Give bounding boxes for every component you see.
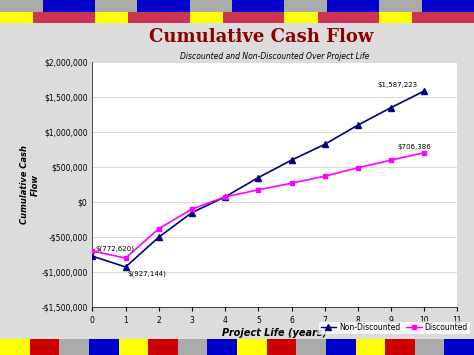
Text: $1,587,223: $1,587,223 (378, 82, 418, 88)
Bar (59, 339, 89, 355)
Title: Discounted and Non-Discounted Over Project Life: Discounted and Non-Discounted Over Proje… (180, 52, 370, 61)
Bar (266, 339, 296, 355)
Bar (379, 11, 412, 23)
Bar (95, 0, 137, 11)
Text: $(927,144): $(927,144) (127, 271, 166, 277)
Y-axis label: Cumulative Cash
Flow: Cumulative Cash Flow (20, 145, 40, 224)
Bar (327, 0, 379, 11)
Text: Cumulative Cash Flow: Cumulative Cash Flow (148, 28, 373, 46)
Bar (385, 339, 415, 355)
Bar (284, 11, 318, 23)
Bar (379, 0, 422, 11)
Bar (412, 11, 474, 23)
Bar (422, 0, 474, 11)
Bar (223, 11, 284, 23)
Bar (148, 339, 178, 355)
Bar (296, 339, 326, 355)
Bar (29, 339, 59, 355)
Bar (89, 339, 118, 355)
Bar (0, 339, 29, 355)
Text: $706,386: $706,386 (398, 144, 431, 149)
Bar (118, 339, 148, 355)
Bar (356, 339, 385, 355)
Bar (0, 0, 43, 11)
Bar (237, 339, 266, 355)
Bar (128, 11, 190, 23)
Bar (178, 339, 207, 355)
Bar (0, 11, 33, 23)
Legend: Non-Discounted, Discounted: Non-Discounted, Discounted (319, 321, 470, 334)
Bar (232, 0, 284, 11)
Bar (284, 0, 327, 11)
Bar (415, 339, 444, 355)
Bar (33, 11, 95, 23)
Bar (43, 0, 95, 11)
Bar (444, 339, 474, 355)
X-axis label: Project Life (years): Project Life (years) (222, 328, 328, 338)
Bar (318, 11, 379, 23)
Bar (326, 339, 356, 355)
Text: $(772,620): $(772,620) (96, 246, 135, 252)
Bar (207, 339, 237, 355)
Bar (137, 0, 190, 11)
Bar (190, 0, 232, 11)
Bar (190, 11, 223, 23)
Bar (95, 11, 128, 23)
